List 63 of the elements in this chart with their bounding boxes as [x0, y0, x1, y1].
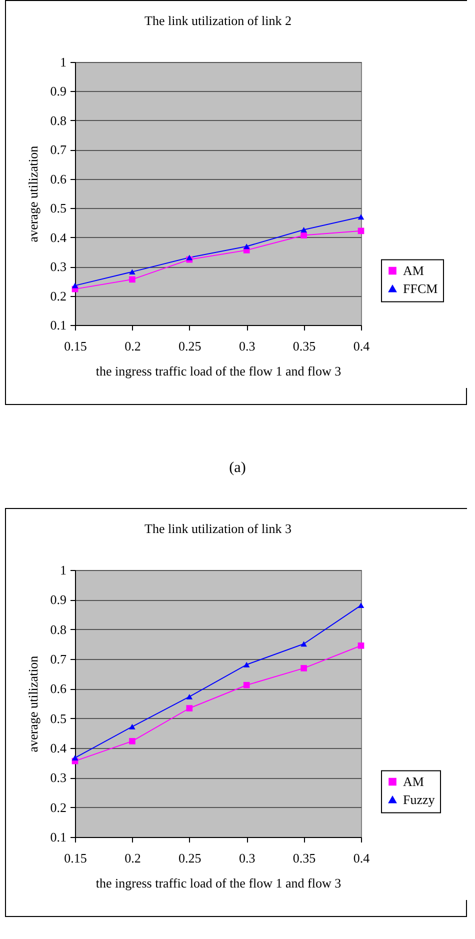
- y-tick-label: 0.7: [50, 142, 67, 158]
- y-tick-label: 0.2: [50, 800, 66, 815]
- x-tick-label: 0.3: [238, 338, 256, 354]
- y-tick-label: 0.6: [50, 681, 67, 696]
- y-tick-label: 0.4: [50, 740, 67, 756]
- y-tick-label: 0.9: [50, 592, 66, 608]
- x-tick-label: 0.25: [178, 338, 202, 354]
- chart-title: The link utilization of link 2: [144, 13, 292, 28]
- x-tick-label: 0.25: [178, 850, 202, 866]
- text: (a): [228, 460, 247, 477]
- x-tick-label: 0.15: [64, 850, 87, 866]
- point: [358, 214, 364, 220]
- legend-label: FFCM: [403, 280, 438, 296]
- point: [72, 282, 78, 288]
- y-tick-label: 0.3: [50, 770, 66, 786]
- y-tick-label: 0.1: [50, 830, 66, 844]
- point: [243, 244, 250, 250]
- y-tick-label: 0.3: [50, 259, 66, 274]
- y-tick-label: 0.9: [50, 84, 66, 99]
- point: [358, 642, 364, 649]
- x-tick-label: 0.35: [292, 850, 316, 866]
- x-tick-label: 0.2: [124, 850, 141, 866]
- y-tick-label: 0.5: [50, 710, 66, 726]
- y-tick-label: 0.2: [50, 288, 66, 304]
- chart-title: The link utilization of link 3: [144, 521, 292, 536]
- point: [72, 755, 78, 761]
- legend-label: AM: [403, 774, 424, 789]
- x-axis-title: the ingress traffic load of the flow 1 and flow 3: [96, 364, 342, 378]
- y-tick-label: 0.8: [50, 112, 66, 128]
- y-tick-label: 0.4: [50, 230, 67, 245]
- point: [186, 254, 193, 260]
- x-axis-title: the ingress traffic load of the flow 1 and flow 3: [96, 876, 342, 890]
- point: [129, 269, 136, 275]
- y-tick-label: 0.1: [50, 318, 66, 332]
- y-tick-label: 0.8: [50, 622, 66, 637]
- y-tick-label: 1: [60, 562, 66, 578]
- y-axis-title: average utilization: [25, 655, 40, 752]
- point: [300, 641, 307, 647]
- point: [300, 665, 307, 672]
- x-tick-label: 0.3: [238, 850, 256, 866]
- y-axis-title: average utilization: [25, 145, 40, 242]
- x-tick-label: 0.4: [353, 850, 370, 866]
- x-tick-label: 0.4: [353, 338, 370, 354]
- x-tick-label: 0.35: [292, 338, 316, 354]
- point: [243, 662, 250, 668]
- y-tick-label: 0.5: [50, 200, 66, 216]
- point: [243, 682, 250, 688]
- y-tick-label: 1: [60, 54, 66, 70]
- point: [186, 694, 193, 700]
- point: [129, 276, 136, 283]
- legend-label: AM: [403, 262, 424, 278]
- legend-label: Fuzzy: [403, 792, 436, 807]
- x-tick-label: 0.2: [124, 338, 141, 354]
- point: [300, 232, 307, 238]
- point: [300, 226, 307, 232]
- point: [129, 724, 136, 730]
- point: [358, 228, 364, 234]
- y-tick-label: 0.6: [50, 171, 67, 186]
- point: [186, 705, 193, 712]
- x-tick-label: 0.15: [64, 338, 87, 354]
- point: [358, 602, 364, 608]
- y-tick-label: 0.7: [50, 652, 67, 666]
- point: [129, 738, 136, 744]
